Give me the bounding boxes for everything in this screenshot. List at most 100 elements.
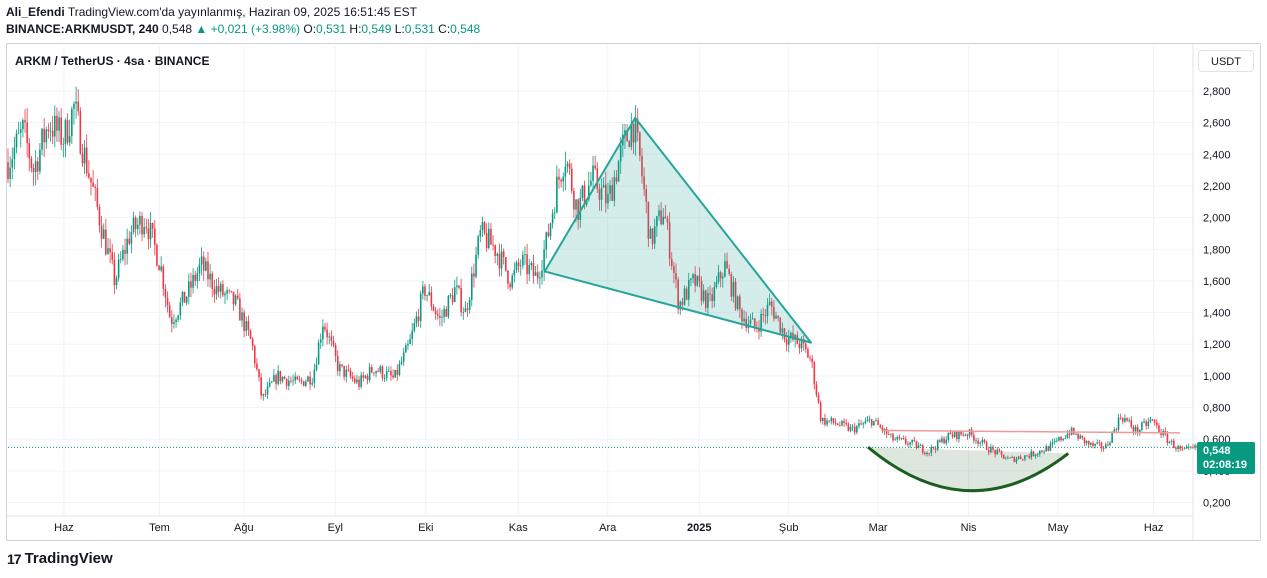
candle-body (77, 101, 80, 112)
candle-body (360, 375, 362, 387)
tradingview-brand[interactable]: 17 TradingView (7, 550, 113, 567)
candle-body (990, 446, 992, 453)
falling-wedge-pattern[interactable] (543, 116, 813, 344)
candle-body (464, 308, 467, 313)
candle-body (28, 143, 31, 159)
candle-body (890, 433, 892, 435)
candle-body (315, 364, 318, 370)
candle-body (11, 159, 14, 168)
candle-body (975, 440, 977, 442)
candle-body (979, 442, 982, 444)
candle-body (1166, 434, 1169, 444)
candle-body (288, 380, 290, 386)
candle-body (770, 301, 773, 307)
chart-frame (6, 43, 1261, 541)
candle-body (415, 316, 418, 324)
candle-body (224, 293, 226, 296)
candle-body (498, 253, 501, 269)
candle-body (590, 180, 592, 186)
candle-body (453, 287, 456, 303)
candle-body (562, 176, 565, 182)
candle-body (98, 206, 101, 226)
candle-body (85, 147, 88, 174)
candle-body (339, 364, 341, 372)
candle-body (422, 286, 424, 294)
candle-body (909, 442, 911, 445)
candle-body (126, 238, 128, 254)
candle-body (787, 337, 790, 345)
candle-body (66, 120, 69, 143)
candle-body (607, 194, 609, 204)
candle-body (1041, 450, 1043, 452)
candle-body (162, 266, 165, 289)
candle-body (817, 394, 820, 403)
candle-body (487, 228, 490, 249)
candle-body (717, 272, 720, 282)
candle-body (679, 301, 682, 310)
candle-body (1098, 442, 1101, 444)
author-name[interactable]: Ali_Efendi (6, 5, 65, 19)
x-tick-label: Eyl (328, 522, 343, 534)
resistance-line[interactable] (882, 429, 1181, 434)
candle-body (285, 378, 288, 386)
last-price: 0,548 (162, 22, 193, 36)
candle-body (945, 439, 947, 444)
candle-body (253, 346, 256, 364)
currency-button[interactable]: USDT (1198, 50, 1254, 72)
candle-body (541, 270, 543, 278)
candle-body (832, 418, 835, 423)
candle-body (526, 254, 528, 275)
candle-body (241, 312, 243, 321)
candle-body (100, 225, 103, 239)
candle-body (432, 306, 435, 311)
candle-body (347, 369, 350, 371)
candle-body (353, 378, 356, 383)
candle-body (1128, 420, 1130, 422)
candle-body (1134, 426, 1137, 432)
candle-body (139, 215, 141, 225)
candle-body (900, 438, 903, 439)
candle-body (196, 273, 199, 281)
candle-body (1053, 440, 1056, 443)
candle-body (247, 321, 250, 331)
candle-body (851, 426, 854, 428)
candle-body (636, 119, 639, 133)
candle-body (632, 124, 635, 143)
candle-body (1156, 422, 1158, 426)
candle-body (222, 284, 224, 296)
candle-body (94, 186, 97, 188)
candle-body (811, 358, 813, 363)
candle-body (1056, 440, 1058, 442)
candle-body (583, 185, 586, 205)
candle-body (777, 315, 779, 318)
candle-body (317, 342, 320, 365)
candle-body (773, 306, 775, 319)
candle-body (775, 315, 777, 319)
candle-body (668, 222, 671, 259)
candle-body (115, 277, 118, 286)
candle-body (192, 274, 194, 288)
candle-body (290, 380, 292, 382)
open-label: O: (303, 22, 317, 36)
candle-body (424, 286, 426, 296)
candle-body (822, 417, 824, 421)
candle-body (17, 132, 20, 134)
candle-body (436, 313, 439, 316)
rounded-bottom-pattern[interactable] (867, 445, 1070, 493)
candle-body (205, 261, 207, 271)
candle-body (128, 238, 131, 244)
candle-body (530, 263, 533, 266)
high-value: 0,549 (361, 22, 392, 36)
x-tick-label: Haz (54, 522, 74, 534)
candle-body (32, 167, 35, 173)
y-tick-label: 2,400 (1203, 149, 1231, 161)
candle-body (132, 217, 135, 233)
candle-body (943, 438, 945, 444)
candle-body (175, 319, 177, 323)
candle-body (558, 176, 560, 180)
candle-body (592, 165, 594, 181)
candle-body (732, 281, 735, 297)
candle-body (1194, 445, 1196, 448)
candle-body (1096, 442, 1099, 444)
